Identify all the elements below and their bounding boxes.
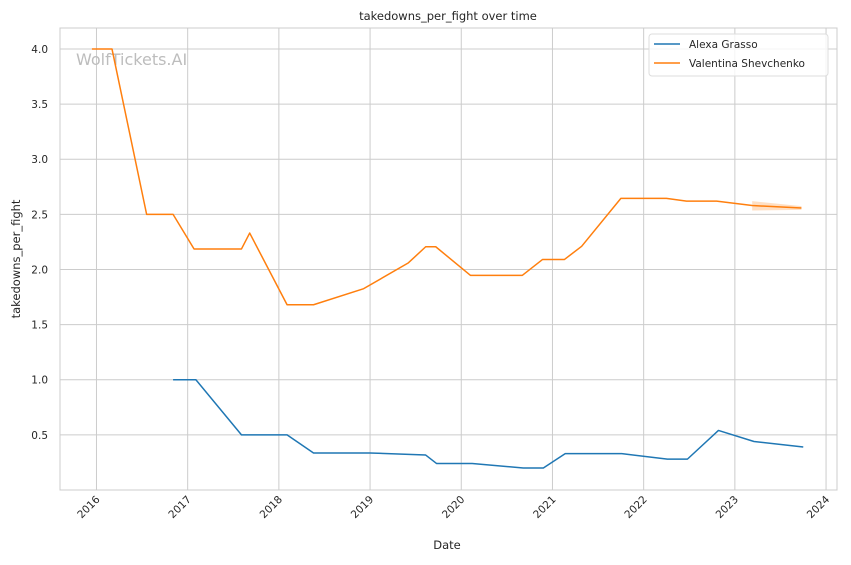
legend-label-valentina-shevchenko: Valentina Shevchenko: [689, 58, 805, 70]
grid: [60, 28, 837, 490]
x-tick-label: 2019: [349, 494, 376, 521]
y-tick-label: 1.0: [31, 375, 48, 387]
y-tick-label: 4.0: [31, 44, 48, 56]
x-axis-label: Date: [433, 538, 461, 552]
x-tick-label: 2022: [622, 494, 649, 521]
legend: Alexa Grasso Valentina Shevchenko: [649, 34, 828, 76]
legend-label-alexa-grasso: Alexa Grasso: [689, 39, 758, 51]
y-axis-label: takedowns_per_fight: [9, 199, 23, 318]
x-tick-label: 2017: [166, 494, 193, 521]
series-lines: [92, 49, 803, 468]
y-tick-label: 3.0: [31, 154, 48, 166]
y-tick-label: 0.5: [31, 430, 48, 442]
x-tick-label: 2024: [805, 493, 833, 521]
chart-title: takedowns_per_fight over time: [359, 9, 537, 23]
y-tick-label: 1.5: [31, 320, 48, 332]
x-tick-labels: 2016 2017 2018 2019 2020 2021 2022 2023 2024: [75, 493, 832, 521]
watermark: WolfTickets.AI: [76, 50, 187, 69]
x-tick-label: 2018: [258, 494, 285, 521]
x-tick-label: 2020: [440, 494, 467, 521]
y-tick-label: 3.5: [31, 99, 48, 111]
y-tick-label: 2.5: [31, 209, 48, 221]
plot-frame: [60, 28, 837, 490]
y-tick-label: 2.0: [31, 264, 48, 276]
x-tick-label: 2021: [531, 494, 558, 521]
x-tick-label: 2016: [75, 493, 103, 521]
line-alexa-grasso: [173, 380, 803, 468]
line-valentina-shevchenko: [92, 49, 802, 305]
y-tick-labels: 0.5 1.0 1.5 2.0 2.5 3.0 3.5 4.0: [31, 44, 48, 442]
x-tick-label: 2023: [714, 494, 741, 521]
